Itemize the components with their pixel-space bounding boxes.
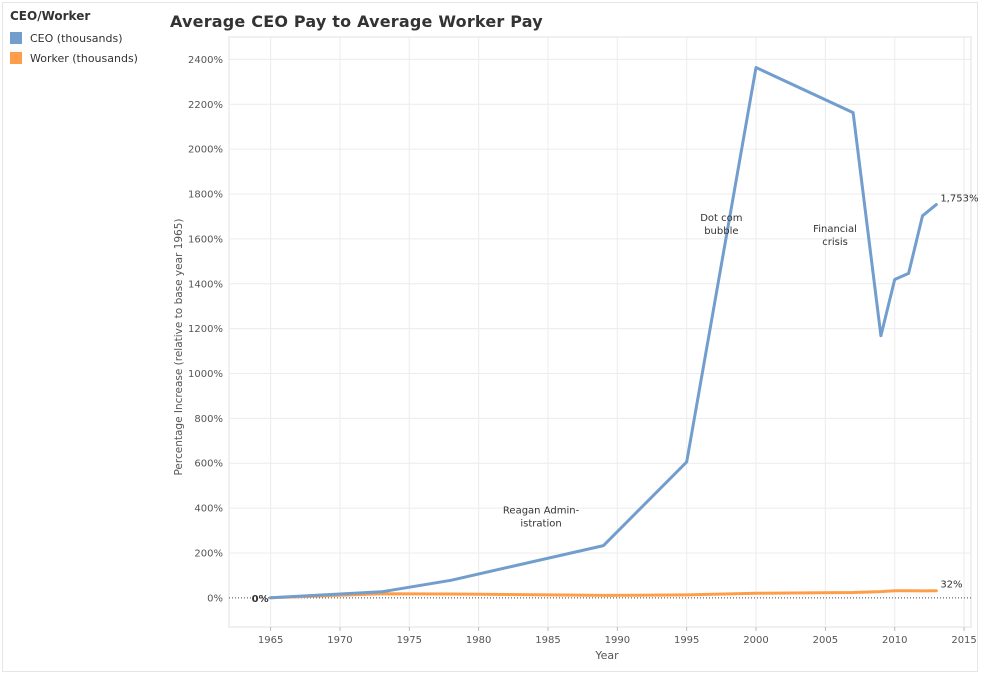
x-tick-label: 1965 — [258, 635, 283, 646]
annotation-line: Dot com — [700, 213, 742, 224]
legend-item-worker[interactable]: Worker (thousands) — [10, 48, 138, 68]
y-tick-label: 1200% — [188, 324, 223, 335]
legend-item-ceo[interactable]: CEO (thousands) — [10, 28, 138, 48]
x-tick-label: 2005 — [813, 635, 838, 646]
legend-label-worker: Worker (thousands) — [30, 51, 138, 65]
x-tick-label: 1975 — [397, 635, 422, 646]
y-tick-label: 600% — [194, 459, 223, 470]
x-tick-label: 1985 — [535, 635, 560, 646]
data-label: 32% — [940, 580, 962, 591]
legend-swatch-worker — [10, 52, 22, 64]
x-tick-label: 1995 — [674, 635, 699, 646]
legend: CEO/Worker CEO (thousands) Worker (thous… — [10, 9, 138, 68]
series-line-worker — [269, 589, 938, 600]
legend-title: CEO/Worker — [10, 9, 91, 23]
annotation-line: bubble — [704, 226, 738, 237]
data-label: 1,753% — [940, 194, 978, 205]
legend-swatch-ceo — [10, 32, 22, 44]
legend-label-ceo: CEO (thousands) — [30, 31, 123, 45]
y-tick-label: 2000% — [188, 145, 223, 156]
series-line-ceo — [269, 66, 938, 600]
chart-annotation: Financial crisis — [813, 224, 857, 248]
x-tick-label: 1970 — [327, 635, 352, 646]
y-axis-title: Percentage Increase (relative to base ye… — [173, 218, 185, 475]
x-tick-label: 2000 — [743, 635, 768, 646]
data-label: 0% — [252, 594, 269, 605]
y-tick-label: 1400% — [188, 279, 223, 290]
annotation-line: Financial — [813, 224, 857, 235]
y-tick-label: 200% — [194, 548, 223, 559]
chart-title: Average CEO Pay to Average Worker Pay — [170, 12, 543, 31]
chart-annotation: Reagan Admin-istration — [503, 506, 580, 530]
y-tick-label: 0% — [207, 593, 223, 604]
plot-area — [228, 36, 972, 628]
x-tick-label: 1990 — [605, 635, 630, 646]
y-tick-label: 400% — [194, 504, 223, 515]
x-tick-label: 1980 — [466, 635, 491, 646]
y-tick-label: 800% — [194, 414, 223, 425]
chart-annotation: Dot com bubble — [700, 213, 742, 237]
x-tick-label: 2010 — [882, 635, 907, 646]
y-tick-label: 1000% — [188, 369, 223, 380]
y-tick-label: 2200% — [188, 100, 223, 111]
annotation-line: istration — [520, 519, 561, 530]
y-tick-label: 1600% — [188, 234, 223, 245]
y-tick-label: 2400% — [188, 55, 223, 66]
x-axis-title: Year — [594, 649, 619, 662]
x-tick-label: 2015 — [951, 635, 976, 646]
y-tick-label: 1800% — [188, 190, 223, 201]
annotation-line: Reagan Admin- — [503, 506, 580, 517]
annotation-line: crisis — [822, 237, 848, 248]
